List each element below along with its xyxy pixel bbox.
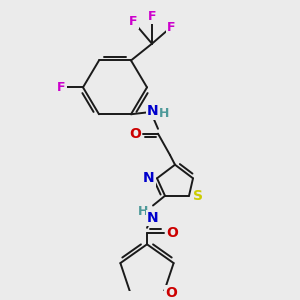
Text: N: N (147, 211, 159, 225)
Text: H: H (138, 205, 148, 218)
Text: N: N (147, 104, 159, 118)
Text: F: F (148, 10, 156, 23)
Text: F: F (129, 15, 137, 28)
Text: O: O (129, 127, 141, 141)
Text: O: O (166, 286, 177, 300)
Text: H: H (159, 107, 169, 120)
Text: O: O (166, 226, 178, 240)
Text: N: N (143, 171, 155, 185)
Text: F: F (167, 21, 175, 34)
Text: S: S (193, 189, 203, 203)
Text: F: F (57, 81, 65, 94)
